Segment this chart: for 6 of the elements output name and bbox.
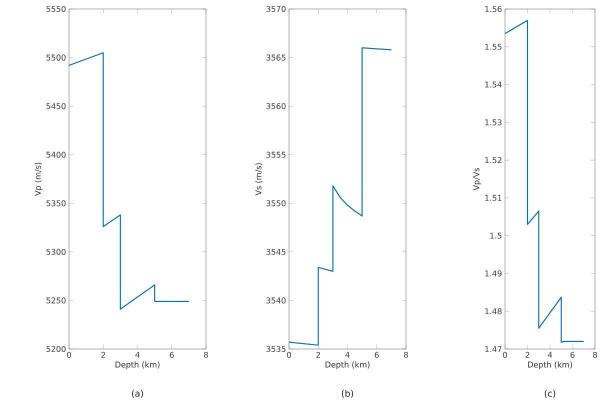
text: (a): [132, 390, 143, 398]
text: (c): [544, 390, 556, 398]
text: (b): [342, 390, 354, 398]
line-series: [68, 52, 190, 310]
line-series: [288, 47, 392, 346]
line-series: [504, 20, 584, 343]
